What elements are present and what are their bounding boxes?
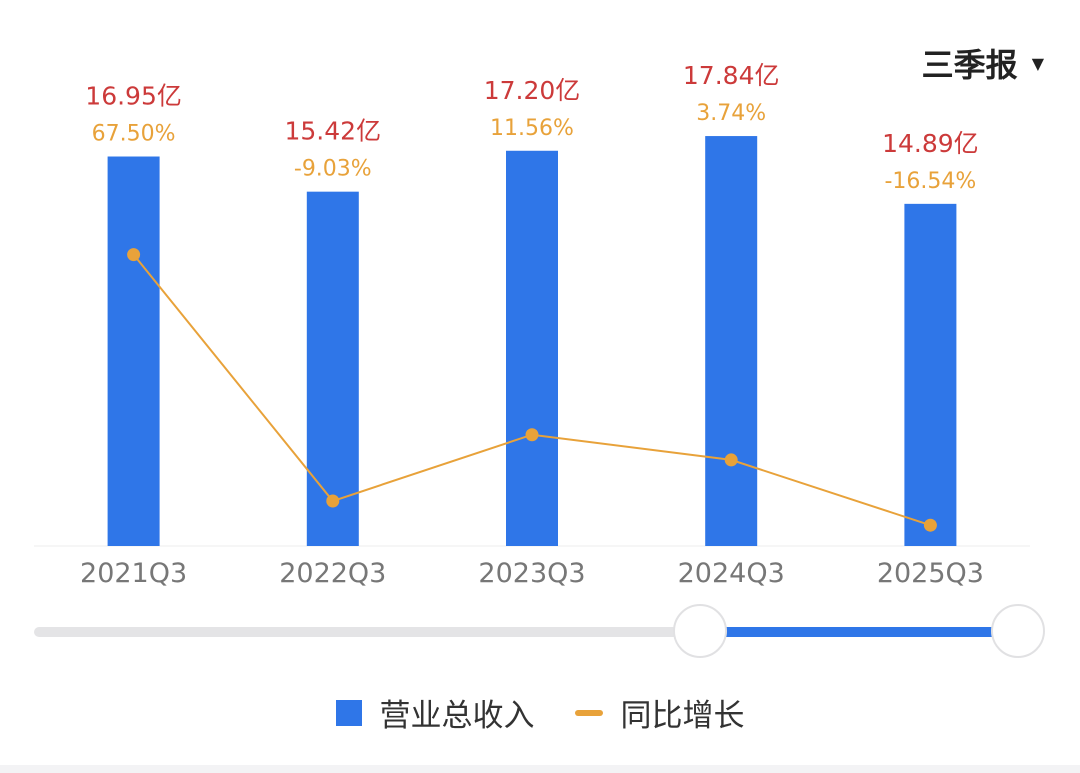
revenue-chart: 16.95亿 67.50% 15.42亿 -9.03% 17.20亿 11.56% 17.8…	[34, 61, 1030, 589]
growth-point-2022Q3	[326, 494, 340, 508]
legend-label-revenue: 营业总收入	[379, 698, 535, 734]
slider-selected-range	[700, 627, 1018, 637]
slider-track[interactable]	[34, 627, 1024, 637]
period-selector-label: 三季报	[921, 46, 1018, 84]
bottom-divider	[0, 765, 1080, 773]
growth-point-2025Q3	[923, 518, 937, 532]
chart-legend: 营业总收入 同比增长	[0, 690, 1080, 735]
caret-down-icon: ▼	[1031, 53, 1044, 73]
legend-item-revenue[interactable]: 营业总收入	[335, 690, 535, 735]
period-selector[interactable]: 三季报 ▼	[922, 40, 1044, 86]
growth-point-2021Q3	[127, 248, 141, 262]
bar-2023Q3	[506, 150, 558, 546]
growth-point-2024Q3	[724, 453, 738, 467]
growth-value-label: -16.54%	[884, 169, 976, 194]
bar-value-label: 14.89亿	[882, 129, 979, 158]
legend-label-growth: 同比增长	[620, 698, 745, 734]
x-tick-label: 2021Q3	[80, 558, 187, 589]
bar-value-label: 17.84亿	[683, 61, 780, 90]
bar-2022Q3	[306, 191, 359, 546]
legend-swatch-line	[574, 709, 603, 716]
legend-item-growth[interactable]: 同比增长	[574, 690, 745, 735]
bar-2021Q3	[107, 156, 160, 547]
range-slider[interactable]	[0, 600, 1080, 664]
x-tick-label: 2025Q3	[877, 558, 984, 589]
bar-2024Q3	[705, 136, 758, 546]
x-tick-label: 2023Q3	[478, 558, 585, 589]
bar-2025Q3	[904, 203, 957, 546]
growth-value-label: -9.03%	[294, 157, 372, 182]
bar-value-label: 15.42亿	[285, 117, 382, 146]
bar-value-label: 17.20亿	[484, 76, 581, 105]
growth-value-label: 67.50%	[92, 122, 176, 147]
growth-point-2023Q3	[525, 428, 539, 442]
x-tick-label: 2024Q3	[678, 558, 785, 589]
legend-swatch-bar	[335, 699, 362, 726]
bar-value-label: 16.95亿	[85, 82, 182, 111]
slider-handle-end[interactable]	[991, 604, 1045, 658]
x-tick-label: 2022Q3	[279, 558, 386, 589]
slider-handle-start[interactable]	[673, 604, 727, 658]
growth-value-label: 3.74%	[696, 101, 766, 126]
growth-value-label: 11.56%	[490, 116, 574, 141]
